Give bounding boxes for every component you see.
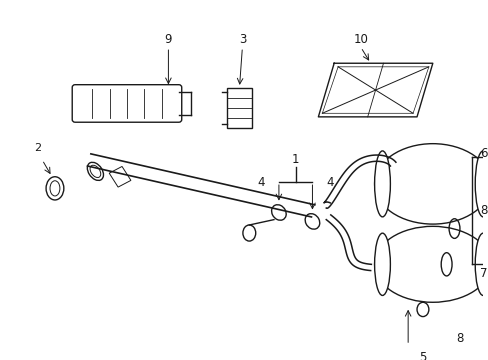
Bar xyxy=(109,166,131,187)
Ellipse shape xyxy=(374,233,389,296)
Text: 8: 8 xyxy=(455,332,462,345)
Bar xyxy=(226,88,252,128)
Ellipse shape xyxy=(374,151,389,217)
Text: 4: 4 xyxy=(257,176,264,189)
Ellipse shape xyxy=(474,233,488,296)
Ellipse shape xyxy=(87,162,103,180)
Text: 9: 9 xyxy=(164,33,172,46)
Text: 2: 2 xyxy=(35,143,41,153)
Text: 1: 1 xyxy=(291,153,299,166)
Text: 10: 10 xyxy=(353,33,367,46)
Text: 5: 5 xyxy=(418,351,426,360)
Text: 3: 3 xyxy=(238,33,245,46)
Text: 8: 8 xyxy=(479,204,487,217)
Text: 6: 6 xyxy=(479,147,487,160)
Ellipse shape xyxy=(474,151,488,217)
Text: 7: 7 xyxy=(479,267,487,280)
Text: 4: 4 xyxy=(326,176,333,189)
